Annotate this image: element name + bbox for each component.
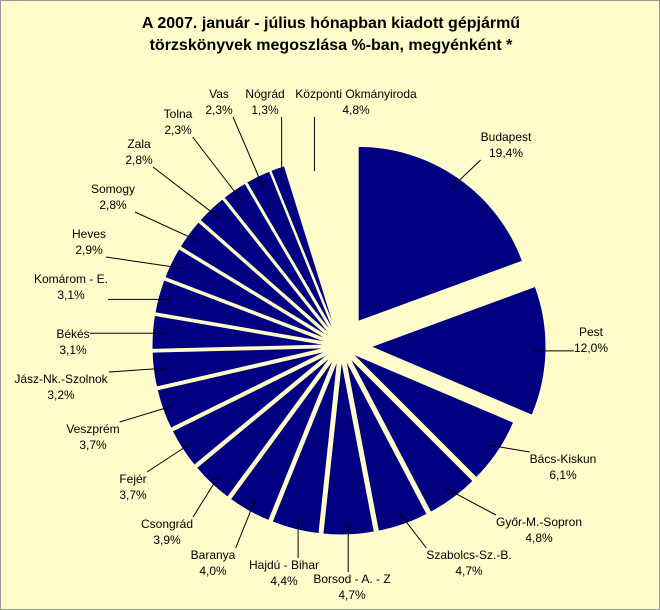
value-label: 4,0%	[199, 564, 227, 578]
category-label: Veszprém	[66, 422, 119, 436]
value-label: 6,1%	[549, 468, 577, 482]
pie-slice	[151, 347, 328, 388]
category-label: Bács-Kiskun	[530, 452, 597, 466]
pie-slice	[271, 359, 339, 535]
category-label: Szabolcs-Sz.-B.	[426, 548, 511, 562]
pie-slice	[270, 165, 337, 333]
pie-slice	[154, 279, 328, 343]
pie-slice	[179, 221, 331, 339]
slice-label: Baranya 4,0%	[191, 548, 236, 578]
slice-label: Somogy 2,8%	[91, 182, 135, 212]
category-label: Jász-Nk.-Szolnok	[14, 372, 108, 386]
slice-label: Békés 3,1%	[56, 327, 89, 357]
pie-slice	[164, 248, 329, 341]
value-label: 4,7%	[455, 564, 483, 578]
value-label: 4,4%	[270, 574, 298, 588]
value-label: 4,7%	[338, 588, 366, 602]
slice-label: Komárom - E. 3,1%	[34, 272, 108, 302]
value-label: 2,8%	[125, 153, 153, 167]
value-label: 3,1%	[57, 288, 85, 302]
pie-slice	[348, 356, 474, 513]
slice-label: Jász-Nk.-Szolnok 3,2%	[14, 372, 108, 402]
value-label: 4,8%	[342, 103, 370, 117]
category-label: Békés	[56, 327, 89, 341]
category-label: Hajdú - Bihar	[249, 558, 319, 572]
slice-label: Központi Okmányiroda 4,8%	[295, 87, 417, 117]
slice-label: Zala 2,8%	[125, 137, 153, 167]
slice-label: Borsod - A. - Z 4,7%	[313, 572, 390, 602]
slice-label: Tolna 2,3%	[164, 107, 193, 137]
category-label: Zala	[127, 137, 151, 151]
leader-line	[192, 136, 242, 201]
pie-slice	[151, 314, 328, 350]
value-label: 3,2%	[47, 388, 75, 402]
slice-label: Nógrád 1,3%	[245, 87, 284, 117]
pie-slice	[246, 170, 336, 334]
leader-line	[445, 487, 497, 516]
pie-slice	[229, 357, 335, 522]
slice-label: Pest 12,0%	[574, 325, 608, 355]
slice-label: Vas 2,3%	[205, 87, 233, 117]
category-label: Vas	[209, 87, 229, 101]
leader-line	[450, 159, 481, 189]
category-label: Fejér	[119, 472, 146, 486]
pie-slice	[156, 350, 329, 429]
category-label: Tolna	[164, 107, 193, 121]
slice-label: Fejér 3,7%	[119, 472, 147, 502]
category-label: Csongrád	[141, 517, 193, 531]
category-label: Somogy	[91, 182, 135, 196]
leader-line	[119, 404, 175, 423]
category-label: Komárom - E.	[34, 272, 108, 286]
leader-line	[192, 474, 221, 518]
leader-line	[398, 512, 427, 549]
slice-label: Csongrád 3,9%	[141, 517, 193, 547]
value-label: 2,9%	[75, 243, 103, 257]
leader-line	[108, 367, 166, 373]
slice-label: Győr-M.-Sopron 4,8%	[496, 515, 582, 545]
chart-title: A 2007. január - július hónapban kiadott…	[141, 15, 521, 54]
slice-label: Bács-Kiskun 6,1%	[530, 452, 597, 482]
value-label: 3,7%	[119, 488, 147, 502]
category-label: Baranya	[191, 548, 236, 562]
leader-line	[235, 500, 256, 549]
value-label: 3,7%	[79, 438, 107, 452]
value-label: 1,3%	[251, 103, 279, 117]
value-label: 2,3%	[205, 103, 233, 117]
category-label: Budapest	[481, 130, 532, 144]
leader-line	[146, 441, 193, 473]
category-label: Győr-M.-Sopron	[496, 515, 582, 529]
pie-slice	[357, 145, 524, 323]
category-label: Borsod - A. - Z	[313, 572, 390, 586]
value-label: 4,8%	[525, 531, 553, 545]
value-label: 19,4%	[489, 146, 523, 160]
category-label: Heves	[72, 227, 106, 241]
leader-line	[152, 166, 220, 219]
leader-line	[105, 256, 183, 269]
pie-slice	[223, 182, 334, 335]
slice-label: Heves 2,9%	[72, 227, 106, 257]
value-label: 3,1%	[59, 343, 87, 357]
value-label: 2,8%	[99, 198, 127, 212]
slice-label: Szabolcs-Sz.-B. 4,7%	[426, 548, 511, 578]
category-label: Központi Okmányiroda	[295, 87, 417, 101]
category-label: Pest	[579, 325, 604, 339]
leader-line	[232, 116, 264, 188]
pie-slice	[352, 353, 515, 479]
pie-slice	[345, 358, 428, 532]
pie-slice	[199, 198, 332, 337]
category-label: Nógrád	[245, 87, 284, 101]
pie-slice	[286, 156, 340, 333]
pie-slice	[195, 355, 332, 498]
leader-line	[487, 444, 530, 453]
value-label: 2,3%	[164, 123, 192, 137]
slice-label: Hajdú - Bihar 4,4%	[249, 558, 319, 588]
value-label: 3,9%	[153, 533, 181, 547]
value-label: 12,0%	[574, 341, 608, 355]
leader-line	[134, 211, 199, 242]
slice-label: Veszprém 3,7%	[66, 422, 119, 452]
slice-label: Budapest 19,4%	[481, 130, 532, 160]
